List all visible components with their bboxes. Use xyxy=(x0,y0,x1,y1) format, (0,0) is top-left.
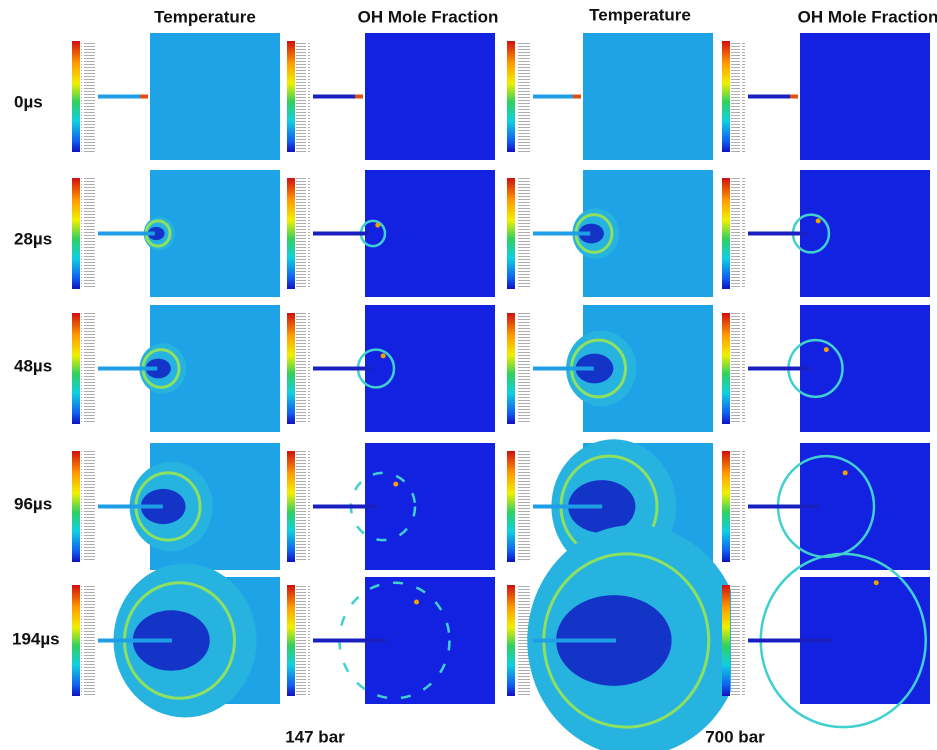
jet-tip xyxy=(140,94,148,99)
colorbar-ticks xyxy=(731,451,745,562)
oh-hotspot xyxy=(873,580,879,586)
colorbar xyxy=(507,313,515,424)
oh-hotspot xyxy=(414,599,419,605)
oh-hotspot xyxy=(815,218,821,224)
colorbar-ticks xyxy=(516,178,530,289)
oh-hotspot xyxy=(393,481,399,487)
oh-hotspot xyxy=(375,222,381,228)
colorbar-ticks xyxy=(731,41,745,152)
colorbar xyxy=(72,178,80,289)
colorbar-ticks xyxy=(731,313,745,424)
colorbar xyxy=(287,585,295,696)
colorbar-ticks xyxy=(296,585,310,696)
colorbar-ticks xyxy=(516,451,530,562)
colorbar-ticks xyxy=(516,313,530,424)
row-label: 194µs xyxy=(12,629,60,648)
colorbar-ticks xyxy=(81,313,95,424)
colorbar-ticks xyxy=(731,585,745,696)
contour-panel xyxy=(800,305,930,432)
jet-tip xyxy=(790,94,798,99)
column-header: OH Mole Fraction xyxy=(358,7,499,26)
contour-panel xyxy=(800,33,930,160)
colorbar xyxy=(507,451,515,562)
contour-panel xyxy=(800,443,930,570)
row-label: 0µs xyxy=(14,92,43,111)
column-header: Temperature xyxy=(154,7,256,26)
contour-panel xyxy=(800,170,930,297)
flame-core xyxy=(145,358,171,379)
colorbar xyxy=(722,451,730,562)
jet-tip xyxy=(355,94,363,99)
colorbar-ticks xyxy=(81,585,95,696)
colorbar-ticks xyxy=(81,178,95,289)
colorbar xyxy=(287,313,295,424)
flame-core xyxy=(140,488,186,525)
contour-panel xyxy=(583,33,713,160)
colorbar-ticks xyxy=(81,451,95,562)
colorbar-ticks xyxy=(516,585,530,696)
colorbar xyxy=(722,585,730,696)
contour-panel xyxy=(365,33,495,160)
condition-label: 700 bar xyxy=(705,727,765,746)
column-header: Temperature xyxy=(589,5,691,24)
colorbar xyxy=(72,451,80,562)
colorbar xyxy=(72,585,80,696)
colorbar xyxy=(507,178,515,289)
oh-hotspot xyxy=(380,353,386,359)
row-label: 96µs xyxy=(14,494,52,513)
colorbar xyxy=(507,41,515,152)
panel-grid xyxy=(72,33,930,750)
colorbar xyxy=(72,313,80,424)
oh-hotspot xyxy=(842,470,848,476)
colorbar-ticks xyxy=(296,313,310,424)
contour-panel xyxy=(365,305,495,432)
oh-hotspot xyxy=(823,347,829,353)
colorbar-ticks xyxy=(516,41,530,152)
colorbar xyxy=(72,41,80,152)
contour-panel xyxy=(150,33,280,160)
contour-panel xyxy=(365,443,495,570)
colorbar xyxy=(507,585,515,696)
jet-tip xyxy=(573,94,581,99)
colorbar-ticks xyxy=(731,178,745,289)
colorbar-ticks xyxy=(296,41,310,152)
colorbar-ticks xyxy=(296,178,310,289)
flame-core xyxy=(578,223,604,244)
condition-label: 147 bar xyxy=(285,727,345,746)
flame-core xyxy=(575,353,614,384)
colorbar-ticks xyxy=(81,41,95,152)
colorbar xyxy=(287,41,295,152)
column-header: OH Mole Fraction xyxy=(798,7,937,26)
colorbar xyxy=(287,178,295,289)
colorbar-ticks xyxy=(296,451,310,562)
colorbar xyxy=(722,41,730,152)
colorbar xyxy=(287,451,295,562)
colorbar xyxy=(722,313,730,424)
contour-panel xyxy=(365,170,495,297)
colorbar xyxy=(722,178,730,289)
row-label: 28µs xyxy=(14,229,52,248)
row-label: 48µs xyxy=(14,356,52,375)
flame-core xyxy=(147,226,165,241)
